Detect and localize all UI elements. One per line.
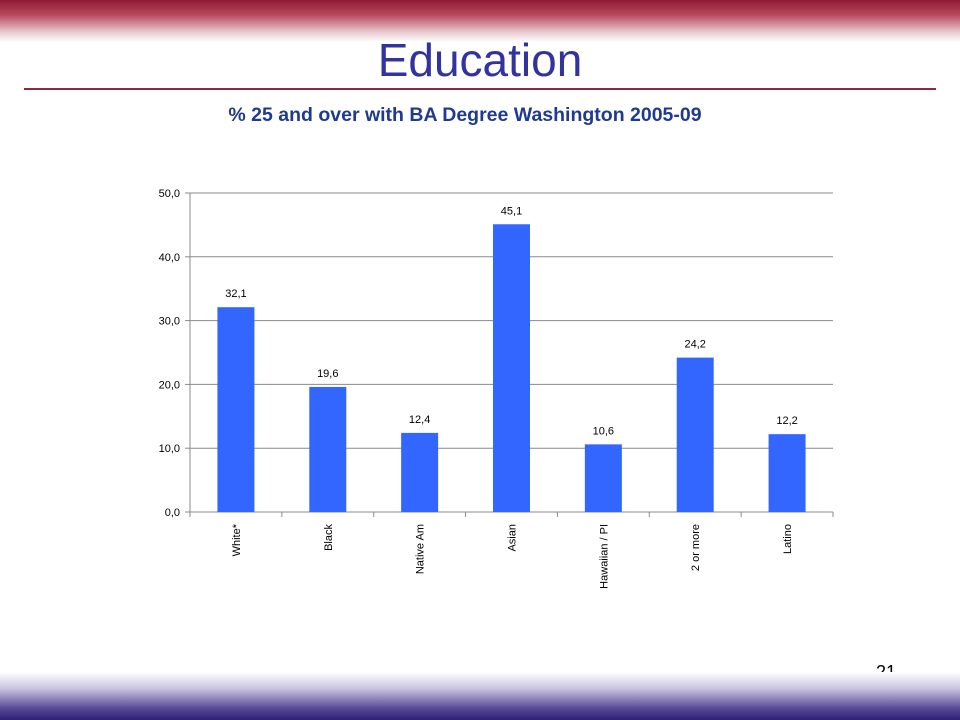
data-label: 12,2 bbox=[776, 415, 797, 427]
bar bbox=[493, 224, 530, 512]
y-tick-label: 50,0 bbox=[159, 188, 180, 200]
data-label: 10,6 bbox=[593, 425, 614, 437]
y-tick-label: 40,0 bbox=[159, 252, 180, 264]
x-tick-label: Latino bbox=[782, 524, 794, 554]
data-label: 45,1 bbox=[501, 205, 522, 217]
tick-labels: 0,0 10,0 20,0 30,0 40,0 50,0 White* Black Native… bbox=[159, 188, 794, 589]
data-labels: 32,1 19,6 12,4 45,1 10,6 24,2 12,2 bbox=[225, 205, 798, 437]
title-divider bbox=[24, 88, 936, 90]
x-tick-label: 2 or more bbox=[690, 524, 702, 571]
data-label: 19,6 bbox=[317, 368, 338, 380]
bars bbox=[217, 224, 806, 512]
x-tick-label: White* bbox=[231, 523, 243, 556]
data-label: 24,2 bbox=[685, 339, 706, 351]
bar bbox=[401, 432, 439, 512]
data-label: 32,1 bbox=[225, 288, 246, 300]
top-gradient-band bbox=[0, 0, 960, 42]
x-tick-label: Black bbox=[323, 524, 335, 551]
bottom-gradient-band bbox=[0, 672, 960, 720]
bar bbox=[768, 434, 806, 512]
bar bbox=[676, 357, 714, 512]
data-label: 12,4 bbox=[409, 414, 430, 426]
y-tick-label: 20,0 bbox=[159, 379, 180, 391]
x-tick-label: Native Am bbox=[415, 524, 427, 574]
slide-title: Education bbox=[377, 34, 583, 86]
bar bbox=[584, 444, 622, 512]
y-tick-label: 0,0 bbox=[165, 507, 180, 519]
bar bbox=[309, 386, 347, 512]
x-tick-label: Hawaiian / PI bbox=[598, 524, 610, 589]
chart-title: % 25 and over with BA Degree Washington … bbox=[228, 104, 702, 126]
y-tick-label: 30,0 bbox=[159, 316, 180, 328]
x-tick-label: Asian bbox=[507, 524, 519, 552]
y-tick-label: 10,0 bbox=[159, 443, 180, 455]
bar bbox=[217, 307, 255, 512]
